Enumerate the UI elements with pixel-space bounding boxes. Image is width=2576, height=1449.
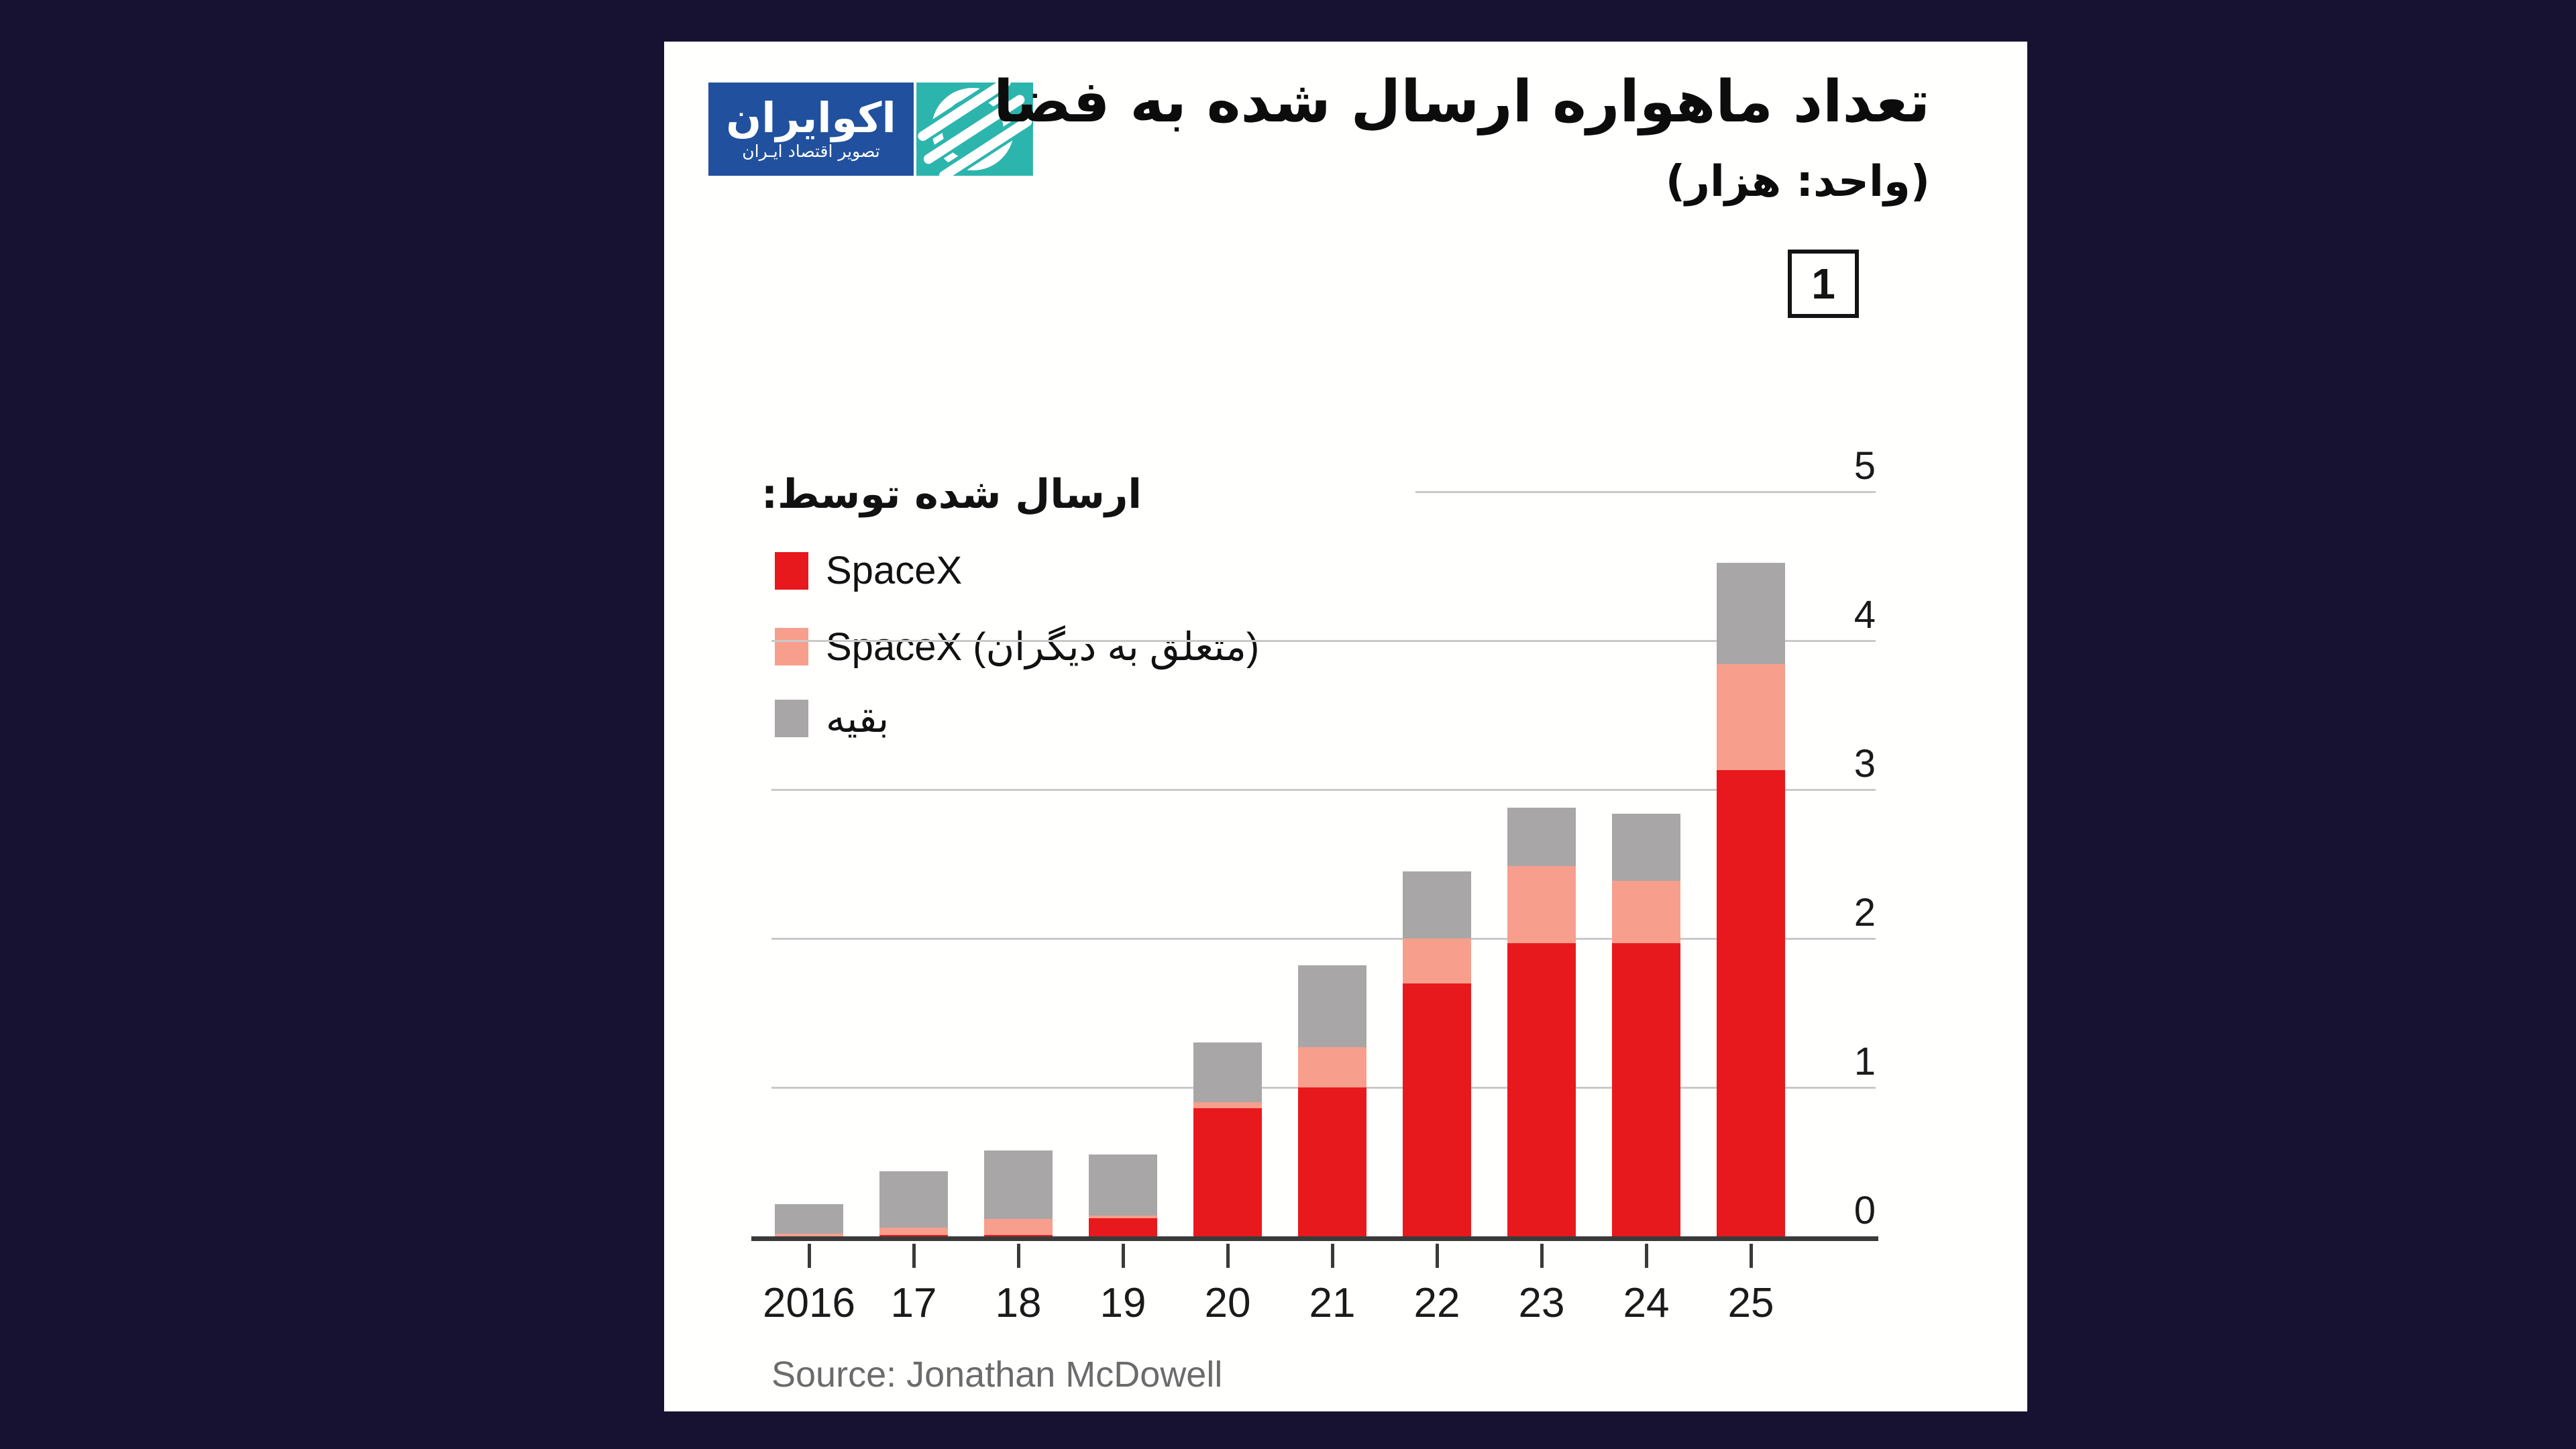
bar-segment-19-s1 <box>1089 1216 1157 1218</box>
bar-segment-18-s2 <box>984 1150 1053 1219</box>
x-axis-tick-24 <box>1645 1244 1648 1268</box>
bar-segment-24-s0 <box>1612 943 1680 1236</box>
bar-segment-20-s1 <box>1193 1102 1262 1108</box>
ecoiran-logo: اکوایران تصویر اقتصاد ایـران <box>708 83 1033 176</box>
x-tick-label-25: 25 <box>1727 1280 1774 1326</box>
x-tick-label-22: 22 <box>1413 1280 1460 1326</box>
legend-item-spacex-others: SpaceX (متعلق به دیگران) <box>775 624 1259 669</box>
bar-segment-18-s1 <box>984 1219 1053 1235</box>
x-tick-label-2016: 2016 <box>763 1280 855 1326</box>
x-tick-label-17: 17 <box>890 1280 937 1326</box>
bar-segment-25-s1 <box>1717 664 1785 770</box>
logo-text-block: اکوایران تصویر اقتصاد ایـران <box>708 83 914 176</box>
x-axis-tick-20 <box>1226 1244 1230 1268</box>
x-axis-tick-2016 <box>808 1244 811 1268</box>
legend-label-rest: بقیه <box>826 696 890 741</box>
x-axis-tick-23 <box>1540 1244 1544 1268</box>
legend-title: ارسال شده توسط: <box>761 471 1142 518</box>
bar-segment-20-s0 <box>1193 1108 1262 1236</box>
legend-label-spacex: SpaceX <box>826 549 963 592</box>
y-tick-label-2: 2 <box>1854 891 1876 934</box>
bar-segment-23-s2 <box>1507 808 1576 866</box>
bar-segment-21-s1 <box>1298 1047 1366 1087</box>
bar-segment-25-s0 <box>1717 770 1785 1236</box>
x-axis-tick-18 <box>1017 1244 1020 1268</box>
legend-swatch-rest <box>775 700 808 737</box>
bar-segment-23-s0 <box>1507 943 1576 1236</box>
x-axis-tick-19 <box>1122 1244 1125 1268</box>
x-axis-tick-25 <box>1750 1244 1753 1268</box>
logo-title: اکوایران <box>726 93 896 142</box>
y-tick-label-4: 4 <box>1854 593 1876 637</box>
x-tick-label-20: 20 <box>1204 1280 1251 1326</box>
bar-segment-19-s2 <box>1089 1155 1157 1216</box>
bar-segment-2016-s1 <box>775 1234 843 1236</box>
bar-chart-plot-area: 0 1 2 3 4 5 2016 17 18 19 20 21 22 23 24 25 <box>664 42 2027 1411</box>
x-axis-baseline <box>751 1236 1878 1241</box>
bar-segment-24-s2 <box>1612 814 1680 881</box>
legend-item-rest: بقیه <box>775 696 889 741</box>
x-axis-tick-22 <box>1436 1244 1439 1268</box>
gridline-y5 <box>1415 491 1876 493</box>
bar-segment-2016-s2 <box>775 1204 843 1234</box>
bar-segment-17-s1 <box>879 1228 948 1235</box>
x-axis-tick-21 <box>1331 1244 1334 1268</box>
x-axis-tick-17 <box>912 1244 916 1268</box>
bar-segment-24-s1 <box>1612 881 1680 943</box>
figure-number-badge: 1 <box>1788 250 1859 318</box>
bar-segment-25-s2 <box>1717 563 1785 664</box>
bar-segment-21-s2 <box>1298 965 1366 1047</box>
x-tick-label-24: 24 <box>1623 1280 1670 1326</box>
source-note: Source: Jonathan McDowell <box>771 1354 1223 1395</box>
bar-segment-22-s0 <box>1403 983 1471 1236</box>
logo-subtitle: تصویر اقتصاد ایـران <box>742 141 880 161</box>
bar-segment-21-s0 <box>1298 1087 1366 1236</box>
bar-segment-18-s0 <box>984 1235 1053 1236</box>
page-subtitle: (واحد: هزار) <box>1665 157 1930 207</box>
y-tick-label-0: 0 <box>1854 1189 1876 1232</box>
legend-swatch-spacex <box>775 551 808 590</box>
x-tick-label-19: 19 <box>1099 1280 1146 1326</box>
bar-segment-22-s1 <box>1403 938 1471 983</box>
y-tick-label-3: 3 <box>1854 742 1876 786</box>
gridline-y4 <box>771 640 1876 642</box>
x-tick-label-21: 21 <box>1309 1280 1356 1326</box>
bar-segment-23-s1 <box>1507 866 1576 943</box>
legend-item-spacex: SpaceX <box>775 548 962 593</box>
legend-swatch-spacex-others <box>775 628 808 665</box>
x-tick-label-18: 18 <box>995 1280 1042 1326</box>
bar-segment-22-s2 <box>1403 871 1471 938</box>
legend-label-spacex-others: SpaceX (متعلق به دیگران) <box>826 625 1260 669</box>
bar-segment-19-s0 <box>1089 1218 1157 1236</box>
page-title: تعداد ماهواره ارسال شده به فضا <box>994 68 1930 136</box>
logo-divider <box>914 83 916 176</box>
ecoiran-swoosh-icon <box>916 83 1033 176</box>
y-tick-label-1: 1 <box>1854 1040 1876 1083</box>
bar-segment-20-s2 <box>1193 1042 1262 1102</box>
bar-segment-17-s0 <box>879 1235 948 1236</box>
bar-segment-17-s2 <box>879 1171 948 1228</box>
chart-card: اکوایران تصویر اقتصاد ایـران تعداد ماهوا… <box>664 42 2027 1411</box>
y-tick-label-5: 5 <box>1854 444 1876 488</box>
x-tick-label-23: 23 <box>1518 1280 1565 1326</box>
gridline-y2 <box>771 938 1876 940</box>
gridline-y3 <box>771 789 1876 791</box>
